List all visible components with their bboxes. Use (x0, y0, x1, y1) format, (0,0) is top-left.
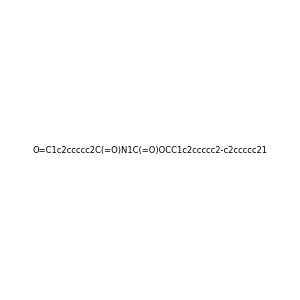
Text: O=C1c2ccccc2C(=O)N1C(=O)OCC1c2ccccc2-c2ccccc21: O=C1c2ccccc2C(=O)N1C(=O)OCC1c2ccccc2-c2c… (32, 146, 268, 154)
